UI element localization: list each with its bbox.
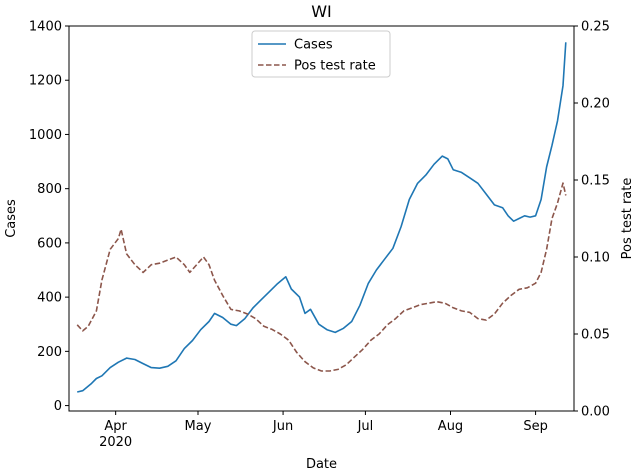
x-tick-label: Apr xyxy=(104,419,127,434)
y2-tick-label: 0.15 xyxy=(581,174,610,189)
y-tick-label: 0 xyxy=(54,399,62,414)
legend: Cases Pos test rate xyxy=(251,30,391,78)
legend-label-cases: Cases xyxy=(294,38,333,53)
y-tick-label: 1400 xyxy=(29,20,62,35)
y2-tick-label: 0.20 xyxy=(581,97,610,112)
x-tick-label: Sep xyxy=(523,419,548,434)
legend-box xyxy=(251,30,391,78)
x-tick-sublabel: 2020 xyxy=(99,435,132,450)
series-line-pos-test-rate xyxy=(76,182,567,372)
y-tick-label: 600 xyxy=(37,236,62,251)
y2-tick-label: 0.00 xyxy=(581,405,610,420)
x-tick-label: Jul xyxy=(357,419,374,434)
axes: 0 200 400 600 800 1000 1200 1400 0.00 0.05 0.10 0.1… xyxy=(29,20,610,451)
legend-label-pos-test-rate: Pos test rate xyxy=(294,59,376,74)
y-tick-label: 200 xyxy=(37,345,62,360)
y-axis-title: Cases xyxy=(4,199,19,238)
y-tick-label: 400 xyxy=(37,291,62,306)
chart-title: WI xyxy=(311,2,332,21)
y2-tick-label: 0.05 xyxy=(581,328,610,343)
x-tick-label: Aug xyxy=(438,419,463,434)
series-line-cases xyxy=(77,42,567,393)
x-tick-label: May xyxy=(185,419,212,434)
plot-area xyxy=(76,42,567,393)
x-tick-label: Jun xyxy=(272,419,293,434)
plot-frame xyxy=(68,25,575,412)
y-tick-label: 800 xyxy=(37,182,62,197)
y-tick-label: 1200 xyxy=(29,74,62,89)
x-axis-title: Date xyxy=(306,457,337,472)
y2-tick-label: 0.10 xyxy=(581,251,610,266)
y2-tick-label: 0.25 xyxy=(581,20,610,35)
y-tick-label: 1000 xyxy=(29,128,62,143)
y2-axis-title: Pos test rate xyxy=(620,178,635,260)
